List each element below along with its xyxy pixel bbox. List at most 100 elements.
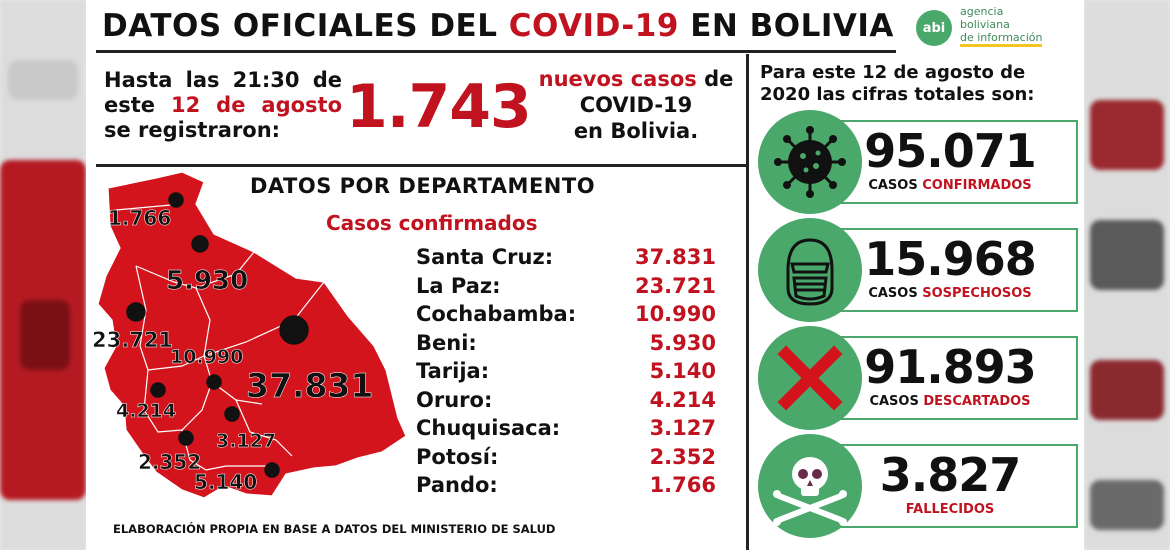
- red-x-icon: [758, 326, 862, 430]
- intro-part2: se registraron:: [104, 118, 281, 142]
- source-footer: ELABORACIÓN PROPIA EN BASE A DATOS DEL M…: [113, 522, 556, 536]
- map-label-potosi: 2.352: [138, 450, 202, 475]
- new-cases-number: 1.743: [346, 72, 532, 142]
- map-label-tarija: 5.140: [194, 470, 258, 495]
- logo-line3: de información: [960, 31, 1043, 47]
- map-label-pando: 1.766: [108, 206, 172, 231]
- virus-marker-beni: [191, 235, 209, 253]
- virus-marker-potosi: [178, 430, 194, 446]
- dept-value: 3.127: [649, 416, 716, 441]
- intro-text: Hasta las 21:30 de este 12 de agosto se …: [104, 68, 342, 143]
- deaths-box: 3.827 FALLECIDOS: [826, 444, 1078, 528]
- dept-value: 10.990: [634, 302, 716, 327]
- dept-name: Beni:: [416, 330, 477, 355]
- dept-name: Chuquisaca:: [416, 416, 561, 441]
- new-cases-label-rest2: COVID-19: [579, 93, 693, 117]
- title-post: EN BOLIVIA: [690, 8, 894, 44]
- abi-logo-mark: abi: [922, 20, 946, 36]
- bolivia-map: [97, 171, 407, 499]
- dept-row-beni: Beni: 5.930: [416, 329, 716, 358]
- dept-value: 1.766: [649, 473, 716, 498]
- new-cases-label-red: nuevos casos: [538, 67, 697, 91]
- totals-heading: Para este 12 de agosto de 2020 las cifra…: [760, 62, 1035, 105]
- skull-crossbones-icon-svg: [773, 457, 847, 526]
- suspected-label-red: SOSPECHOSOS: [922, 286, 1032, 301]
- virus-marker-oruro: [150, 382, 166, 398]
- logo-line2: boliviana: [960, 18, 1010, 31]
- map-label-beni: 5.930: [166, 266, 249, 297]
- confirmed-label-red: CONFIRMADOS: [922, 178, 1032, 193]
- map-label-santa-cruz: 37.831: [246, 366, 374, 406]
- skull-crossbones-icon: [758, 434, 862, 538]
- map-virus-markers: [126, 192, 309, 478]
- virus-marker-santa-cruz: [279, 315, 309, 345]
- discarded-label-red: DESCARTADOS: [923, 394, 1031, 409]
- dept-name: Potosí:: [416, 444, 499, 469]
- confirmed-box: 95.071 CASOS CONFIRMADOS: [826, 120, 1078, 204]
- new-cases-divider: [96, 164, 746, 167]
- discarded-box: 91.893 CASOS DESCARTADOS: [826, 336, 1078, 420]
- masked-face-icon-svg: [786, 238, 834, 306]
- dept-row-oruro: Oruro: 4.214: [416, 386, 716, 415]
- map-label-la-paz: 23.721: [92, 328, 174, 353]
- intro-date: 12 de agosto: [171, 93, 343, 117]
- title-highlight: COVID-19: [508, 8, 679, 44]
- dept-value: 4.214: [649, 387, 716, 412]
- logo-line1: agencia: [960, 5, 1004, 18]
- dept-name: Oruro:: [416, 387, 493, 412]
- discarded-label-pre: CASOS: [869, 394, 919, 409]
- suspected-label: CASOS SOSPECHOSOS: [832, 286, 1068, 301]
- dept-value: 37.831: [634, 245, 716, 270]
- new-cases-label-rest3: en Bolivia.: [573, 119, 699, 143]
- dept-row-chuquisaca: Chuquisaca: 3.127: [416, 414, 716, 443]
- dept-name: Tarija:: [416, 359, 490, 384]
- discarded-label: CASOS DESCARTADOS: [832, 394, 1068, 409]
- virus-icon-svg: [774, 126, 846, 198]
- suspected-label-pre: CASOS: [868, 286, 918, 301]
- confirmed-label: CASOS CONFIRMADOS: [832, 178, 1068, 193]
- dept-row-santa-cruz: Santa Cruz: 37.831: [416, 243, 716, 272]
- deaths-value: 3.827: [879, 448, 1022, 502]
- new-cases-label: nuevos casos de COVID-19 en Bolivia.: [532, 66, 740, 144]
- dept-value: 5.140: [649, 359, 716, 384]
- department-borders: [115, 203, 325, 471]
- dept-name: La Paz:: [416, 273, 501, 298]
- title-divider: [96, 50, 896, 53]
- discarded-value: 91.893: [864, 340, 1037, 394]
- virus-marker-la-paz: [126, 302, 146, 322]
- map-label-chuquisaca: 3.127: [216, 430, 277, 453]
- vertical-divider: [746, 54, 749, 550]
- page-title: DATOS OFICIALES DEL COVID-19 EN BOLIVIA: [102, 8, 894, 44]
- dept-value: 23.721: [634, 273, 716, 298]
- dept-row-cochabamba: Cochabamba: 10.990: [416, 300, 716, 329]
- abi-logo-icon: abi: [916, 10, 952, 46]
- right-blurred-edge: [1084, 0, 1170, 550]
- map-label-cochabamba: 10.990: [170, 346, 244, 369]
- dept-value: 5.930: [649, 330, 716, 355]
- virus-icon: [758, 110, 862, 214]
- infographic-card: DATOS OFICIALES DEL COVID-19 EN BOLIVIA …: [86, 0, 1084, 550]
- departments-title: DATOS POR DEPARTAMENTO: [250, 174, 596, 198]
- confirmed-label-pre: CASOS: [868, 178, 918, 193]
- title-pre: DATOS OFICIALES DEL: [102, 8, 498, 44]
- virus-marker-tarija: [264, 462, 280, 478]
- dept-row-la-paz: La Paz: 23.721: [416, 272, 716, 301]
- abi-logo-text: agencia boliviana de información: [960, 5, 1043, 47]
- virus-marker-chuquisaca: [224, 406, 240, 422]
- dept-value: 2.352: [649, 444, 716, 469]
- dept-row-potosi: Potosí: 2.352: [416, 443, 716, 472]
- departments-subtitle: Casos confirmados: [326, 211, 538, 235]
- deaths-label: FALLECIDOS: [905, 502, 995, 517]
- dept-row-tarija: Tarija: 5.140: [416, 357, 716, 386]
- new-cases-label-rest1: de: [704, 67, 734, 91]
- map-label-oruro: 4.214: [116, 400, 177, 423]
- dept-name: Pando:: [416, 473, 498, 498]
- dept-row-pando: Pando: 1.766: [416, 471, 716, 500]
- confirmed-value: 95.071: [864, 124, 1037, 178]
- dept-name: Santa Cruz:: [416, 245, 554, 270]
- red-x-icon-svg: [777, 345, 843, 411]
- dept-name: Cochabamba:: [416, 302, 577, 327]
- virus-marker-cochabamba: [206, 374, 222, 390]
- suspected-box: 15.968 CASOS SOSPECHOSOS: [826, 228, 1078, 312]
- virus-marker-pando: [168, 192, 184, 208]
